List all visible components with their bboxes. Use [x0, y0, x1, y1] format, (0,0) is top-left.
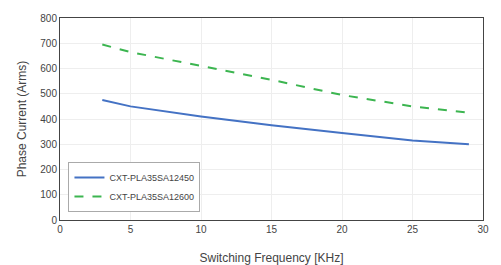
svg-text:25: 25 [407, 224, 419, 235]
svg-text:600: 600 [40, 63, 57, 74]
svg-text:500: 500 [40, 88, 57, 99]
svg-text:200: 200 [40, 164, 57, 175]
svg-text:300: 300 [40, 139, 57, 150]
svg-text:0: 0 [51, 215, 57, 226]
svg-text:Switching Frequency [KHz]: Switching Frequency [KHz] [199, 251, 343, 265]
svg-text:20: 20 [336, 224, 348, 235]
svg-text:10: 10 [195, 224, 207, 235]
svg-text:5: 5 [128, 224, 134, 235]
svg-text:CXT-PLA35SA12450: CXT-PLA35SA12450 [109, 173, 194, 183]
svg-text:CXT-PLA35SA12600: CXT-PLA35SA12600 [109, 192, 194, 202]
svg-text:0: 0 [57, 224, 63, 235]
svg-text:15: 15 [266, 224, 278, 235]
svg-text:800: 800 [40, 13, 57, 24]
svg-text:400: 400 [40, 114, 57, 125]
svg-text:30: 30 [477, 224, 489, 235]
svg-text:Phase Current (Arms): Phase Current (Arms) [15, 61, 29, 178]
svg-text:100: 100 [40, 189, 57, 200]
svg-text:700: 700 [40, 38, 57, 49]
